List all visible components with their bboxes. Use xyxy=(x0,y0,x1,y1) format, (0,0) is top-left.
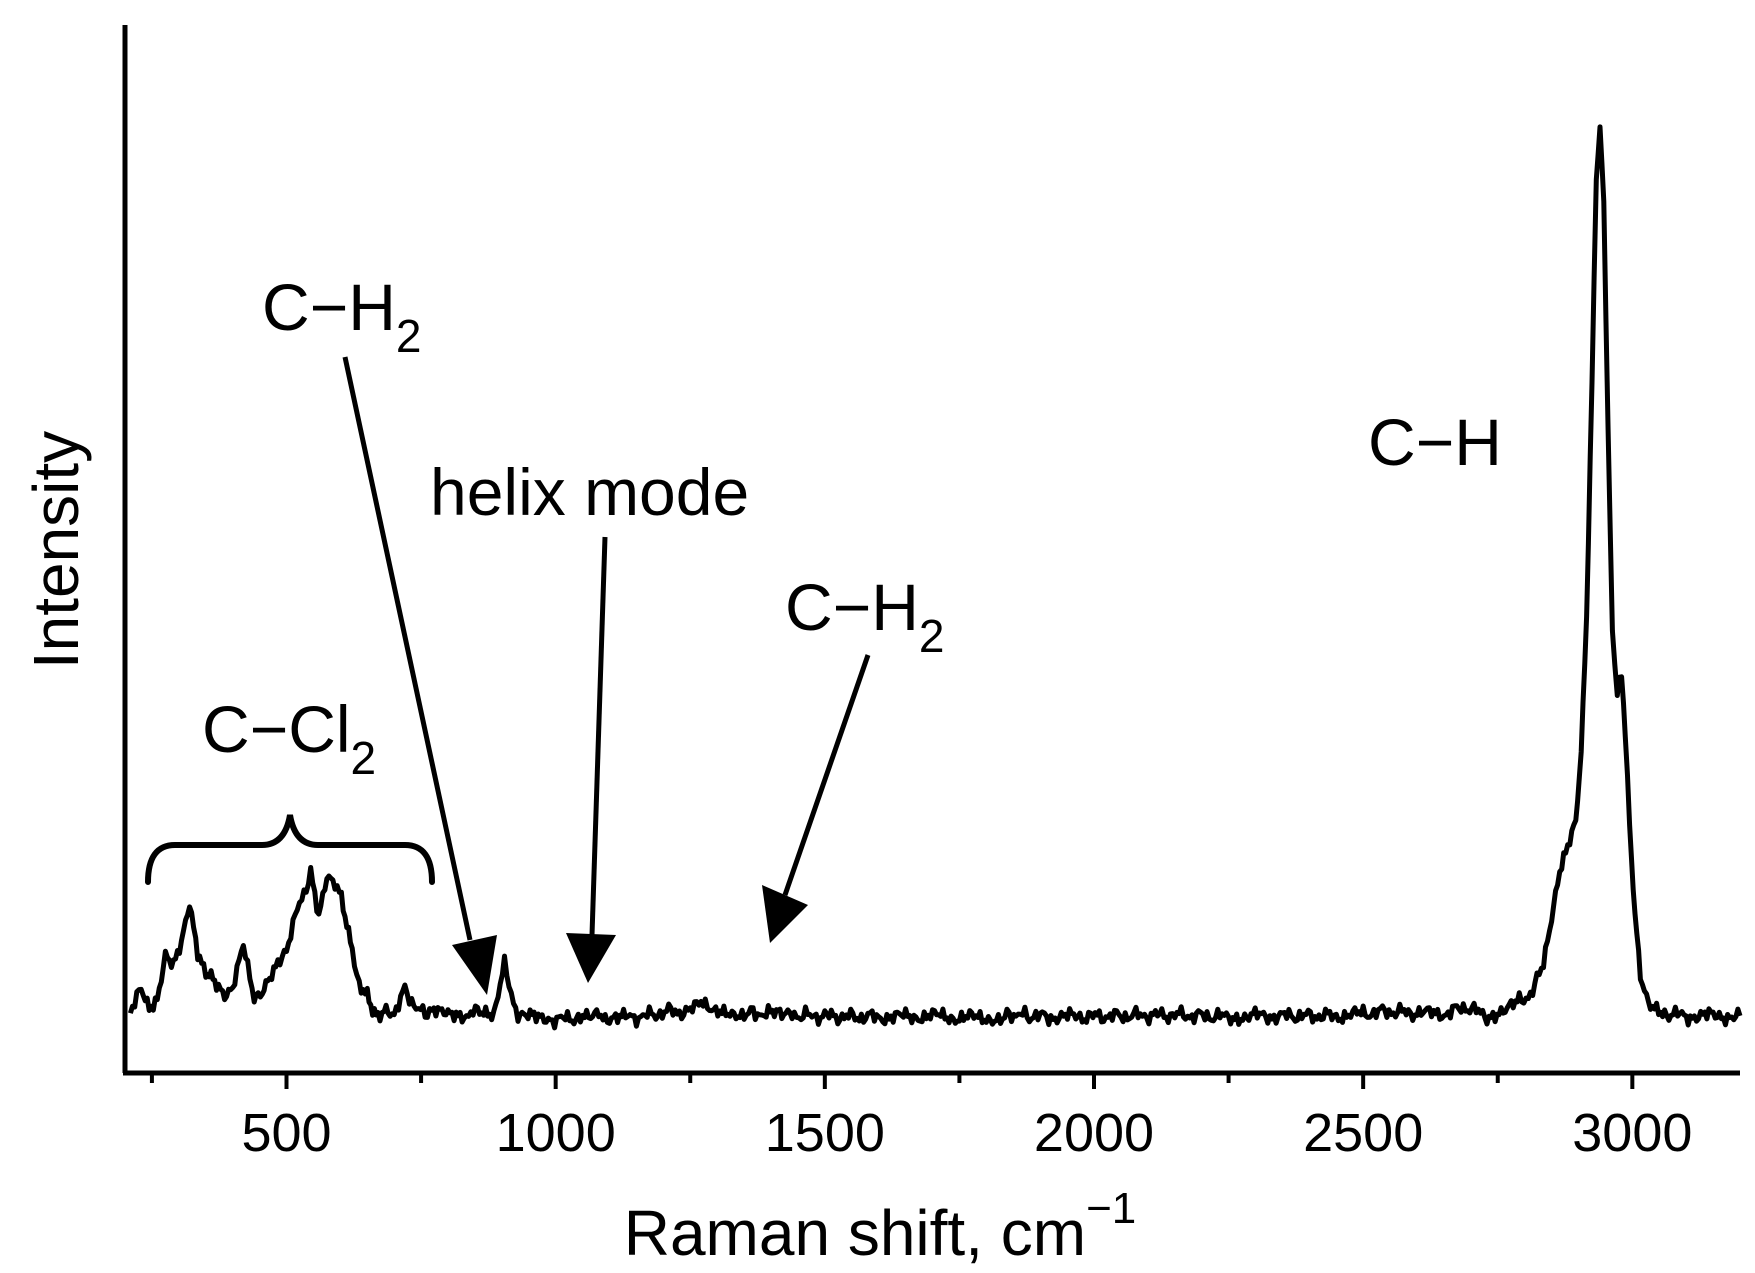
x-tick-label: 1000 xyxy=(496,1103,616,1163)
arrow-ch2-left-shaft xyxy=(342,356,473,941)
x-tick-label: 2000 xyxy=(1034,1103,1154,1163)
annotation-ch2-right-sub: 2 xyxy=(919,610,945,662)
annotation-ccl2-text: C−Cl xyxy=(202,692,351,766)
x-tick-label: 3000 xyxy=(1572,1103,1692,1163)
annotation-ch2-left-sub: 2 xyxy=(396,310,422,362)
annotation-ch2-right: C−H2 xyxy=(785,570,944,662)
x-tick-label: 1500 xyxy=(765,1103,885,1163)
arrow-ch2-left xyxy=(342,356,497,995)
spectrum-line xyxy=(128,124,1743,1031)
annotation-helix-mode: helix mode xyxy=(430,455,749,529)
x-axis-title-text: Raman shift, cm xyxy=(624,1197,1086,1269)
x-tick-labels: 500 1000 1500 2000 2500 3000 xyxy=(241,1103,1692,1163)
annotation-ccl2-sub: 2 xyxy=(351,732,377,784)
x-axis-title-sup: −1 xyxy=(1086,1184,1136,1233)
annotation-ch2-left-text: C−H xyxy=(262,270,396,344)
arrow-helix-shaft xyxy=(589,536,608,936)
arrow-helix-head xyxy=(566,933,616,983)
annotation-ch: C−H xyxy=(1368,405,1502,479)
annotation-ch2-right-text: C−H xyxy=(785,570,919,644)
x-tick-label: 500 xyxy=(241,1103,331,1163)
arrow-ch2-left-head xyxy=(452,935,497,995)
arrow-ch2-right xyxy=(762,654,871,943)
y-axis-title: Intensity xyxy=(20,431,92,669)
x-tick-label: 2500 xyxy=(1303,1103,1423,1163)
arrow-ch2-right-shaft xyxy=(782,654,871,896)
annotation-ch2-left: C−H2 xyxy=(262,270,421,362)
x-axis-title: Raman shift, cm−1 xyxy=(624,1184,1137,1269)
arrow-ch2-right-head xyxy=(762,885,808,943)
arrow-helix xyxy=(566,536,616,983)
ccl2-brace xyxy=(145,814,435,885)
x-ticks xyxy=(149,1073,1635,1089)
annotation-ccl2: C−Cl2 xyxy=(202,692,376,784)
